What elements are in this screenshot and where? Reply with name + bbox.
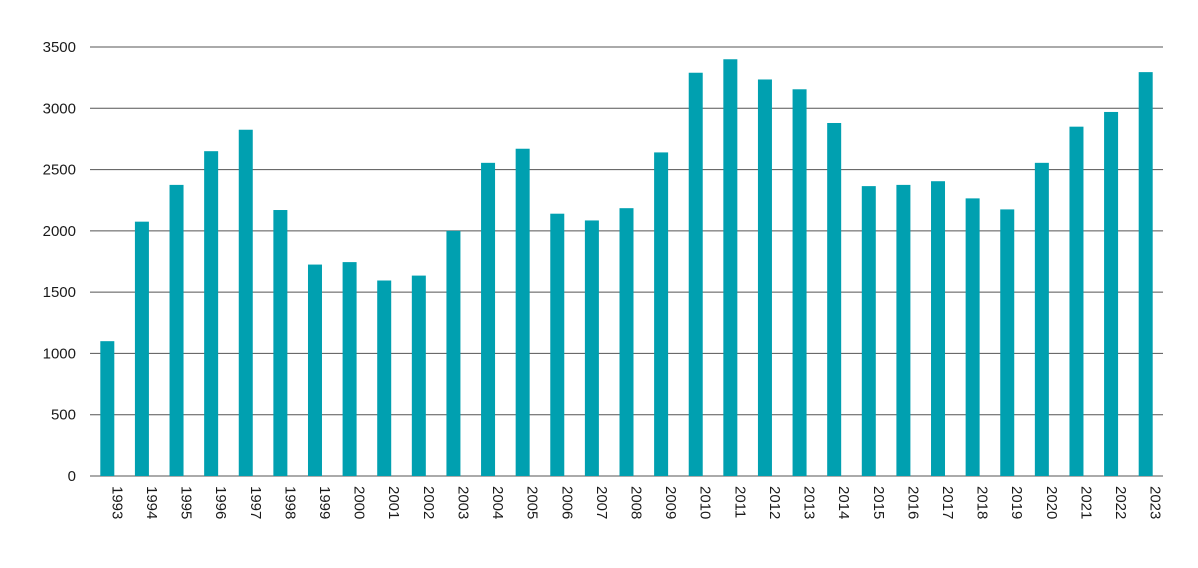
bar bbox=[204, 151, 219, 476]
y-tick-label: 3500 bbox=[43, 39, 76, 56]
bar bbox=[792, 89, 807, 476]
bar bbox=[931, 181, 946, 477]
bar bbox=[342, 262, 357, 476]
bar bbox=[377, 280, 392, 476]
x-tick-label: 2006 bbox=[558, 486, 575, 519]
bar bbox=[134, 221, 149, 476]
bar bbox=[446, 230, 461, 476]
bar bbox=[100, 341, 115, 476]
x-tick-label: 2015 bbox=[870, 486, 887, 519]
bar bbox=[273, 210, 288, 476]
bar bbox=[861, 186, 876, 476]
bar bbox=[411, 275, 426, 476]
x-tick-label: 2010 bbox=[697, 486, 714, 519]
x-tick-label: 2001 bbox=[385, 486, 402, 519]
bar bbox=[515, 148, 530, 476]
x-tick-label: 2023 bbox=[1147, 486, 1164, 519]
x-tick-label: 1996 bbox=[212, 486, 229, 519]
bar bbox=[1034, 162, 1049, 476]
x-tick-label: 1993 bbox=[108, 486, 125, 519]
x-tick-label: 2022 bbox=[1112, 486, 1129, 519]
bars bbox=[100, 59, 1153, 477]
x-tick-label: 2017 bbox=[939, 486, 956, 519]
bar bbox=[723, 59, 738, 476]
x-tick-label: 2005 bbox=[524, 486, 541, 519]
y-tick-label: 2500 bbox=[43, 162, 76, 179]
y-axis-ticks: 0 500 1000 1500 2000 2500 3000 3500 bbox=[43, 39, 76, 485]
bar bbox=[1104, 111, 1119, 476]
bar bbox=[1138, 72, 1153, 477]
bar bbox=[1069, 126, 1084, 477]
bar bbox=[688, 72, 703, 477]
y-tick-label: 1500 bbox=[43, 284, 76, 301]
x-tick-label: 2018 bbox=[974, 486, 991, 519]
bar bbox=[238, 129, 253, 476]
y-tick-label: 3000 bbox=[43, 100, 76, 117]
bar bbox=[481, 162, 496, 476]
x-tick-label: 1999 bbox=[316, 486, 333, 519]
y-tick-label: 500 bbox=[51, 407, 76, 424]
x-tick-label: 2011 bbox=[731, 486, 748, 518]
x-tick-label: 2021 bbox=[1077, 486, 1094, 519]
bar bbox=[827, 122, 842, 476]
x-tick-label: 2013 bbox=[801, 486, 818, 519]
bar bbox=[584, 220, 599, 476]
bar bbox=[307, 264, 322, 476]
bar bbox=[654, 152, 669, 476]
x-tick-label: 1994 bbox=[143, 486, 160, 519]
x-tick-label: 2004 bbox=[489, 486, 506, 519]
bar bbox=[757, 79, 772, 476]
x-tick-label: 1997 bbox=[247, 486, 264, 519]
x-tick-label: 1995 bbox=[178, 486, 195, 519]
x-tick-label: 2014 bbox=[835, 486, 852, 519]
bar bbox=[965, 198, 980, 476]
x-tick-label: 2007 bbox=[593, 486, 610, 519]
x-tick-label: 2002 bbox=[420, 486, 437, 519]
x-tick-label: 2020 bbox=[1043, 486, 1060, 519]
x-tick-label: 2019 bbox=[1008, 486, 1025, 519]
y-tick-label: 1000 bbox=[43, 345, 76, 362]
x-tick-label: 2012 bbox=[766, 486, 783, 519]
x-tick-label: 2008 bbox=[628, 486, 645, 519]
bar bbox=[619, 208, 634, 476]
x-axis-ticks: 1993 1994 1995 1996 1997 1998 1999 2000 2001 2002… bbox=[108, 486, 1163, 519]
x-tick-label: 2003 bbox=[454, 486, 471, 519]
y-tick-label: 2000 bbox=[43, 223, 76, 240]
x-tick-label: 2016 bbox=[904, 486, 921, 519]
x-tick-label: 1998 bbox=[281, 486, 298, 519]
x-tick-label: 2000 bbox=[351, 486, 368, 519]
bar bbox=[169, 184, 184, 476]
bar bbox=[550, 213, 565, 476]
y-tick-label: 0 bbox=[68, 468, 76, 485]
bar bbox=[896, 184, 911, 476]
x-tick-label: 2009 bbox=[662, 486, 679, 519]
bar bbox=[1000, 209, 1015, 476]
